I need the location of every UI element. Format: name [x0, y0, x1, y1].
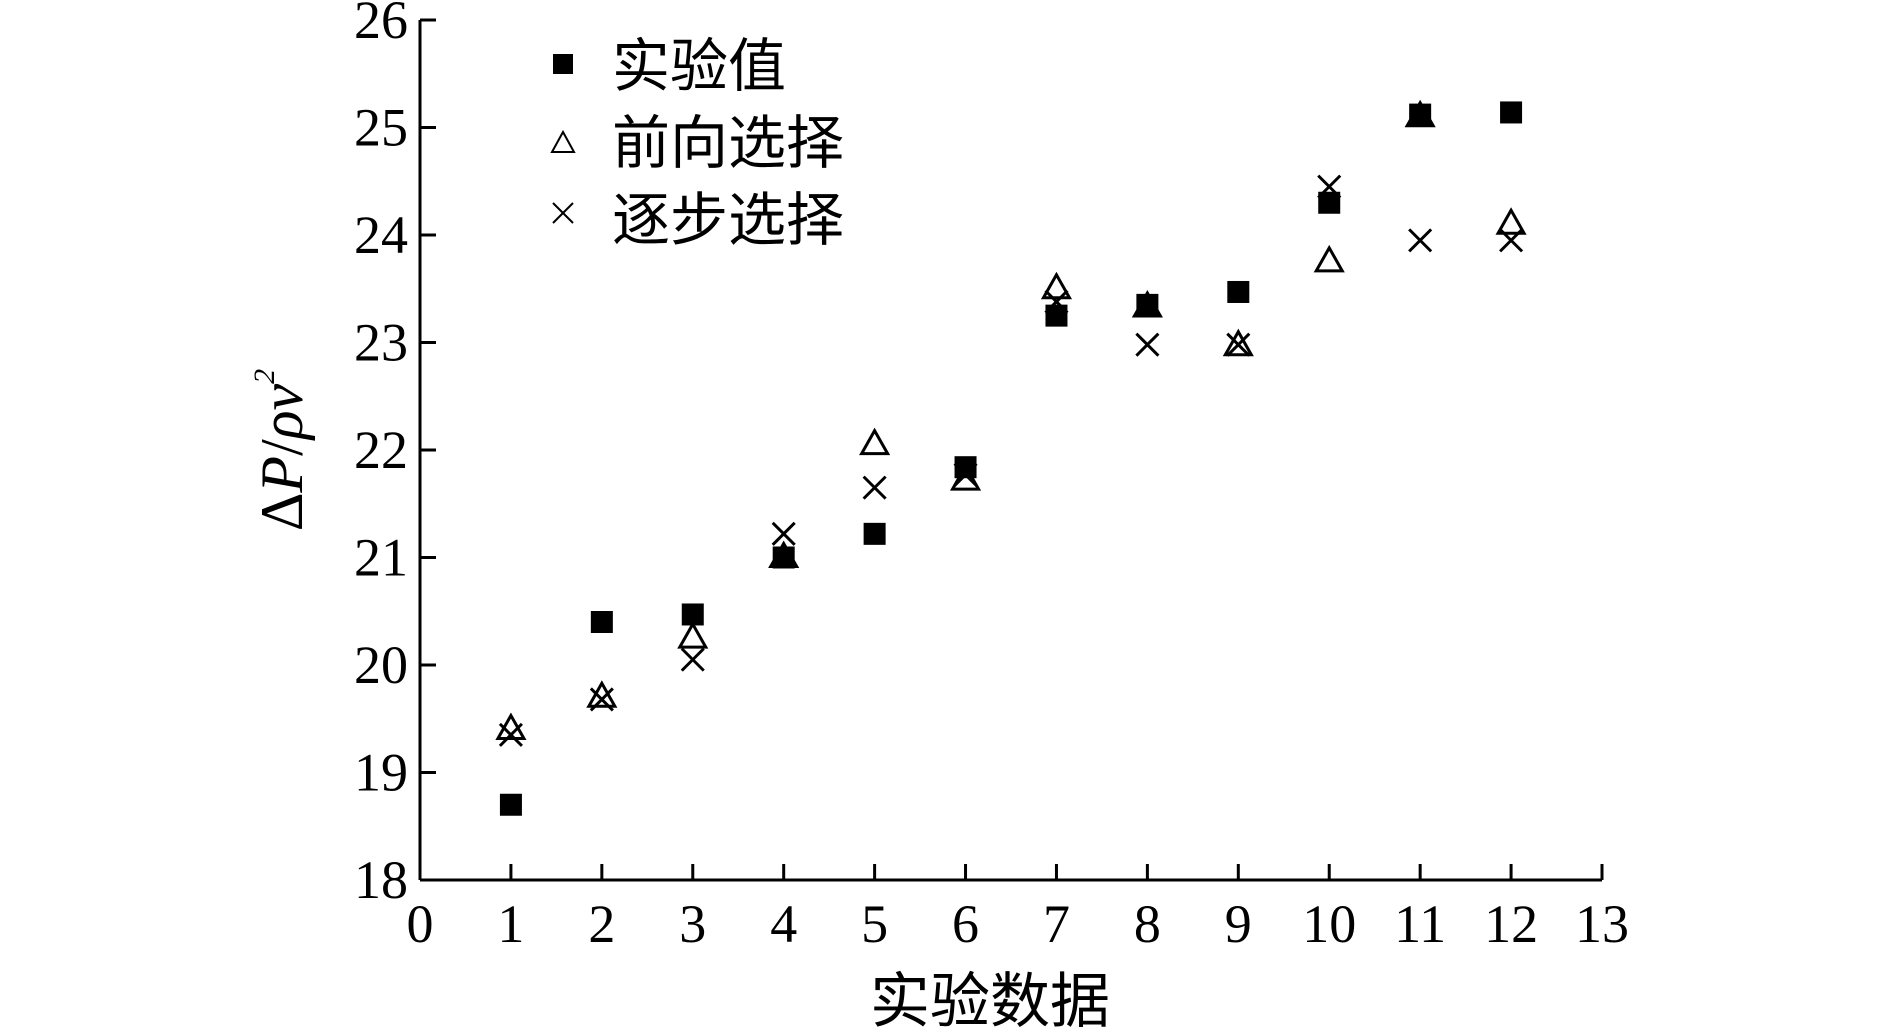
- point-x-cross: [771, 521, 796, 546]
- x-tick-label: 9: [1225, 894, 1252, 954]
- ylabel-slash: /: [249, 439, 315, 456]
- x-tick-label: 0: [407, 894, 434, 954]
- y-tick-label: 18: [354, 850, 408, 910]
- y-tick-label: 23: [354, 313, 408, 373]
- point-filled-square: [1409, 103, 1432, 126]
- x-tick-label: 12: [1484, 894, 1538, 954]
- y-tick-label: 22: [354, 420, 408, 480]
- x-tick-label: 3: [679, 894, 706, 954]
- x-tick-label: 5: [861, 894, 888, 954]
- point-filled-square: [1045, 304, 1068, 327]
- point-x-cross: [1135, 332, 1160, 357]
- y-axis-ticks: 18 19 20 21 22 23 24 25 26: [354, 0, 436, 910]
- legend: 实验值 前向选择 逐步选择: [550, 32, 844, 254]
- ylabel-exponent: 2: [248, 369, 281, 384]
- point-open-triangle: [586, 680, 618, 708]
- ylabel-rho-v: ρv: [249, 383, 315, 441]
- legend-label-forward: 前向选择: [612, 109, 844, 177]
- point-open-triangle: [1040, 271, 1073, 300]
- point-filled-square: [1318, 191, 1341, 214]
- point-x-cross: [1226, 332, 1251, 357]
- x-tick-label: 13: [1575, 894, 1629, 954]
- data-points: [495, 99, 1527, 816]
- series-x-cross: [498, 174, 1524, 747]
- legend-marker-filled-square: [553, 54, 573, 74]
- y-tick-label: 21: [354, 528, 408, 588]
- point-open-triangle: [949, 463, 982, 491]
- point-x-cross: [589, 687, 614, 712]
- x-tick-label: 1: [497, 894, 524, 954]
- point-x-cross: [1317, 174, 1342, 199]
- legend-item-stepwise: 逐步选择: [552, 186, 844, 254]
- legend-item-experimental: 实验值: [553, 32, 786, 100]
- svg-text:ΔP/ρv2: ΔP/ρv2: [248, 369, 315, 531]
- point-x-cross: [953, 462, 978, 487]
- point-x-cross: [498, 722, 523, 747]
- x-axis-title: 实验数据: [870, 967, 1110, 1029]
- x-tick-label: 4: [770, 894, 797, 954]
- legend-marker-x-cross: [552, 202, 574, 224]
- x-tick-label: 6: [952, 894, 979, 954]
- point-open-triangle: [1131, 289, 1163, 318]
- x-tick-label: 7: [1043, 894, 1070, 954]
- point-x-cross: [1408, 228, 1433, 253]
- point-open-triangle: [1313, 244, 1345, 273]
- point-x-cross: [1499, 228, 1524, 253]
- legend-label-experimental: 实验值: [612, 32, 786, 100]
- x-tick-label: 8: [1134, 894, 1161, 954]
- point-open-triangle: [859, 427, 891, 456]
- point-filled-square: [1500, 101, 1523, 124]
- x-tick-label: 2: [588, 894, 615, 954]
- x-axis-ticks: 0 1 2 3 4 5 6 7 8 9 10 11 12 13: [407, 864, 1629, 954]
- point-x-cross: [680, 647, 705, 672]
- point-filled-square: [681, 603, 704, 626]
- ylabel-p: P: [249, 456, 315, 494]
- point-filled-square: [1136, 293, 1159, 316]
- x-tick-label: 10: [1302, 894, 1356, 954]
- point-filled-square: [1227, 280, 1250, 303]
- y-axis-title: ΔP/ρv2: [248, 369, 315, 531]
- point-open-triangle: [677, 621, 709, 649]
- point-open-triangle: [768, 540, 800, 568]
- legend-marker-open-triangle: [550, 129, 576, 153]
- y-tick-label: 26: [354, 0, 408, 50]
- point-open-triangle: [1495, 207, 1527, 235]
- point-open-triangle: [1404, 99, 1436, 128]
- x-tick-label: 11: [1394, 894, 1446, 954]
- point-filled-square: [863, 522, 886, 545]
- y-tick-label: 24: [354, 205, 408, 265]
- y-tick-label: 19: [354, 743, 408, 803]
- y-tick-label: 25: [354, 98, 408, 158]
- point-filled-square: [590, 611, 613, 633]
- point-x-cross: [862, 475, 887, 500]
- legend-label-stepwise: 逐步选择: [612, 186, 844, 254]
- point-filled-square: [499, 793, 522, 816]
- legend-item-forward: 前向选择: [550, 109, 844, 177]
- ylabel-delta: Δ: [249, 493, 315, 532]
- point-open-triangle: [1222, 328, 1254, 357]
- y-tick-label: 20: [354, 635, 408, 695]
- point-x-cross: [1044, 289, 1069, 314]
